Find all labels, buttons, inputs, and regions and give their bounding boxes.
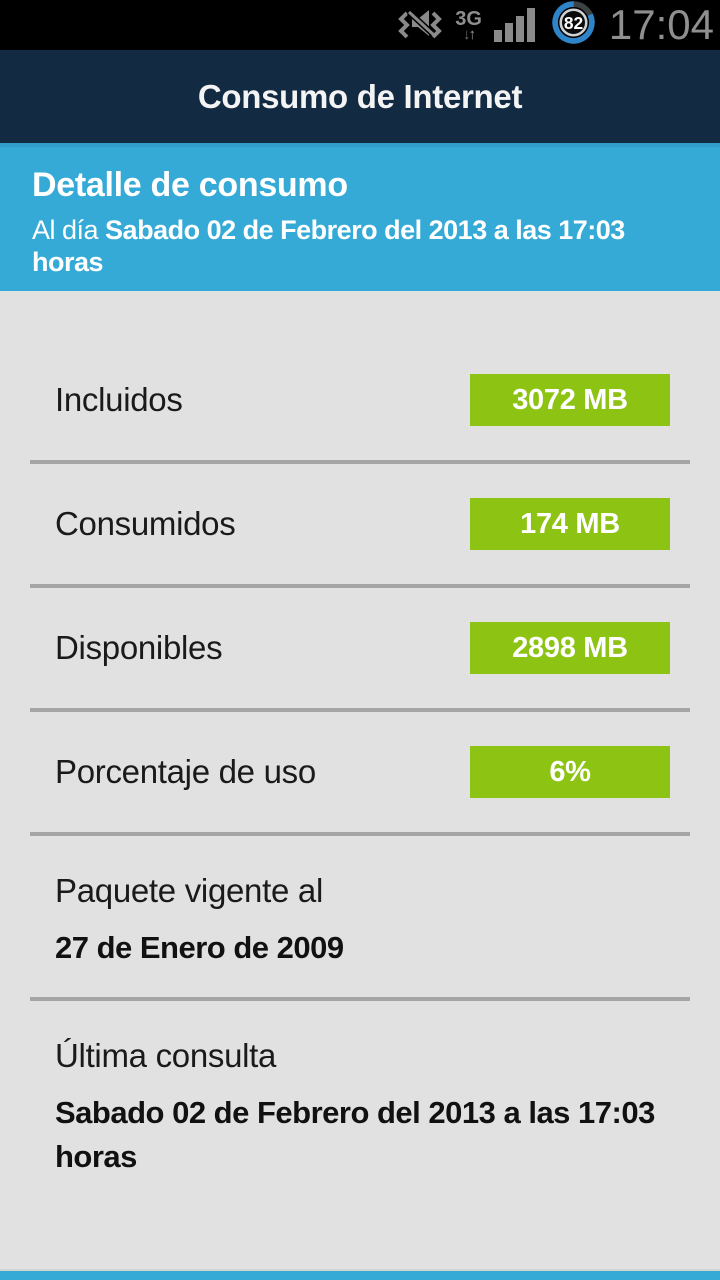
usage-value-badge: 174 MB — [470, 498, 670, 550]
data-activity-arrows: ↓↑ — [463, 25, 476, 43]
network-type-label: 3G — [455, 7, 482, 30]
network-3g-icon: 3G ↓↑ — [455, 9, 482, 42]
usage-value-badge: 3072 MB — [470, 374, 670, 426]
usage-row-disponibles: Disponibles 2898 MB — [0, 588, 720, 708]
usage-row-label: Porcentaje de uso — [55, 753, 316, 790]
clock: 17:04 — [608, 1, 714, 48]
divider — [30, 708, 690, 712]
usage-value-badge: 6% — [470, 746, 670, 798]
bottom-accent-bar — [0, 1271, 720, 1280]
usage-row-label: Disponibles — [55, 629, 223, 666]
info-section-paquete: Paquete vigente al 27 de Enero de 2009 — [0, 836, 720, 997]
action-bar: Consumo de Internet — [0, 50, 720, 143]
vibrate-icon — [397, 3, 443, 48]
detail-header-subtitle: Al día Sabado 02 de Febrero del 2013 a l… — [32, 214, 694, 278]
divider — [30, 997, 690, 1001]
page-title: Consumo de Internet — [197, 77, 523, 115]
divider — [30, 584, 690, 588]
subtitle-date: Sabado 02 de Febrero del 2013 a las 17:0… — [32, 215, 625, 277]
usage-row-consumidos: Consumidos 174 MB — [0, 464, 720, 584]
battery-icon: 82 — [550, 0, 597, 51]
usage-row-porcentaje: Porcentaje de uso 6% — [0, 712, 720, 832]
divider — [30, 832, 690, 836]
info-label: Paquete vigente al — [55, 872, 323, 909]
detail-header-title: Detalle de consumo — [32, 166, 348, 204]
bottom-edge-line — [0, 1269, 720, 1271]
detail-header: Detalle de consumo Al día Sabado 02 de F… — [0, 143, 720, 291]
info-value: Sabado 02 de Febrero del 2013 a las 17:0… — [55, 1095, 655, 1174]
divider — [30, 460, 690, 464]
usage-row-label: Incluidos — [55, 381, 183, 418]
subtitle-prefix: Al día — [32, 215, 106, 245]
usage-list[interactable]: Incluidos 3072 MB Consumidos 174 MB Disp… — [0, 340, 720, 1206]
battery-percent-label: 82 — [564, 13, 583, 33]
info-section-ultima-consulta: Última consulta Sabado 02 de Febrero del… — [0, 1001, 720, 1206]
info-value: 27 de Enero de 2009 — [55, 930, 344, 965]
status-bar: 3G ↓↑ 82 17:04 — [0, 0, 720, 50]
signal-strength-icon — [493, 4, 538, 47]
info-label: Última consulta — [55, 1037, 277, 1074]
usage-row-label: Consumidos — [55, 505, 236, 542]
usage-value-badge: 2898 MB — [470, 622, 670, 674]
usage-row-incluidos: Incluidos 3072 MB — [0, 340, 720, 460]
